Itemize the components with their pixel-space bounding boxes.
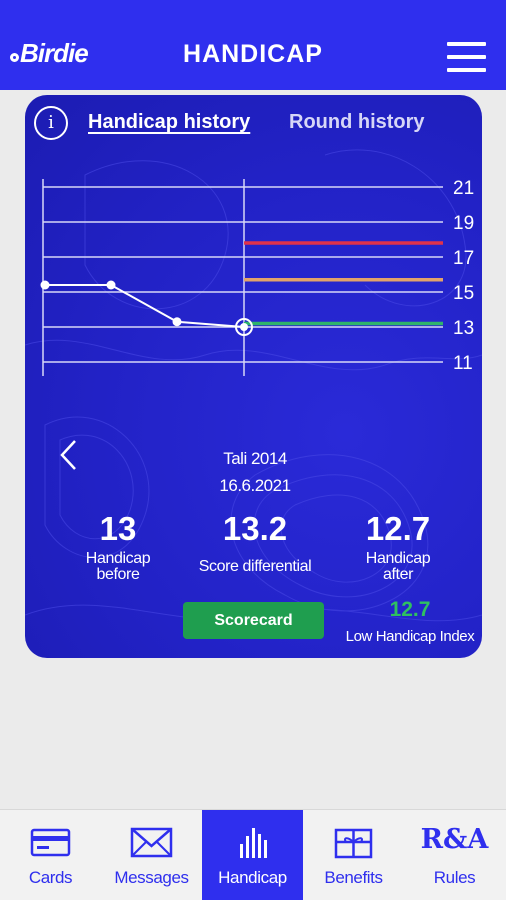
nav-label-handicap: Handicap (218, 868, 287, 887)
selected-point-ring (235, 318, 253, 336)
logo-ball-icon (10, 53, 19, 62)
handicap-series-line (45, 284, 245, 328)
y-tick-label: 11 (453, 353, 473, 374)
y-tick-label: 13 (453, 318, 474, 339)
handicap-after-label: Handicap after (343, 551, 453, 583)
handicap-history-chart[interactable]: 21 19 17 15 13 11 (25, 160, 482, 400)
gift-icon (334, 828, 373, 859)
handicap-after-label-line1: Handicap (365, 550, 431, 567)
bottom-navigation: Cards Messages Handicap Benefits R&A (0, 809, 506, 900)
y-tick-label: 21 (453, 178, 474, 199)
score-differential-value: 13.2 (222, 510, 288, 547)
nav-label-rules: Rules (433, 868, 476, 887)
tab-round-history[interactable]: Round history (289, 111, 425, 133)
handicap-before-label-line2: before (96, 566, 140, 583)
y-tick-label: 17 (453, 248, 474, 269)
birdie-logo[interactable]: Birdie (10, 38, 89, 69)
handicap-card: i Handicap history Round history 21 19 17 1… (25, 95, 482, 658)
handicap-before-value: 13 (99, 510, 137, 547)
menu-bar (447, 68, 486, 72)
round-course-name: Tali 2014 (223, 449, 287, 468)
nav-item-rules[interactable]: R&A Rules (404, 810, 505, 900)
app-header: Birdie HANDICAP (0, 0, 506, 90)
nav-item-handicap[interactable]: Handicap (202, 810, 303, 900)
nav-label-messages: Messages (114, 868, 189, 887)
card-icon (30, 828, 71, 857)
handicap-before-label: Handicap before (68, 551, 168, 583)
data-point (40, 280, 50, 290)
hamburger-menu-icon[interactable] (447, 42, 486, 72)
info-icon[interactable]: i (34, 106, 68, 140)
data-point (172, 317, 182, 327)
handicap-after-value: 12.7 (365, 510, 431, 547)
data-point (106, 280, 116, 290)
envelope-icon (130, 827, 173, 858)
handicap-before-label-line1: Handicap (85, 550, 151, 567)
nav-item-cards[interactable]: Cards (0, 810, 101, 900)
ra-logo: R&A (420, 824, 489, 855)
scorecard-button[interactable]: Scorecard (183, 602, 324, 639)
handicap-after-label-line2: after (382, 566, 414, 583)
menu-bar (447, 42, 486, 46)
low-handicap-index-label: Low Handicap Index (345, 628, 475, 645)
low-handicap-index-value: 12.7 (389, 598, 431, 621)
menu-bar (447, 55, 486, 59)
nav-label-benefits: Benefits (324, 868, 383, 887)
y-tick-label: 19 (453, 213, 474, 234)
nav-item-benefits[interactable]: Benefits (303, 810, 404, 900)
score-differential-label: Score differential (198, 558, 312, 575)
tab-handicap-history[interactable]: Handicap history (88, 111, 251, 133)
bar-chart-icon (240, 828, 267, 858)
logo-text: Birdie (20, 38, 89, 68)
page-title: HANDICAP (183, 40, 323, 68)
previous-round-arrow-icon[interactable] (57, 438, 81, 472)
data-point (240, 323, 248, 331)
nav-label-cards: Cards (28, 868, 73, 887)
y-tick-label: 15 (453, 283, 474, 304)
round-date: 16.6.2021 (219, 476, 291, 495)
nav-item-messages[interactable]: Messages (101, 810, 202, 900)
